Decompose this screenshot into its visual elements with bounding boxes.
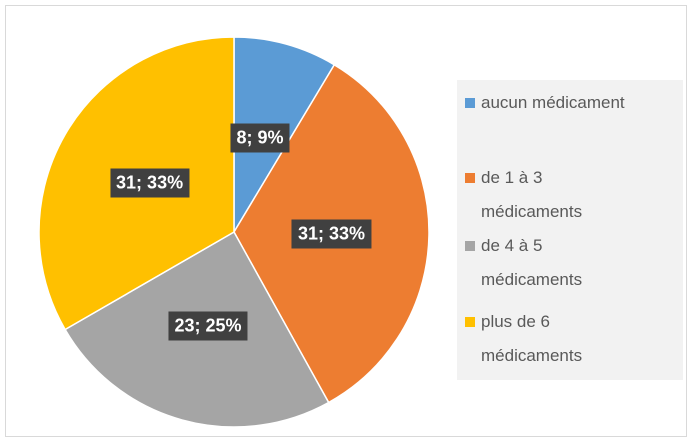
legend-swatch (465, 98, 475, 108)
legend-label: aucun médicament (481, 93, 625, 112)
data-label: 31; 33% (110, 168, 190, 198)
chart-frame (5, 5, 687, 437)
legend-swatch (465, 241, 475, 251)
legend-label: plus de 6 médicaments (481, 312, 583, 365)
legend-swatch (465, 173, 475, 183)
legend: aucun médicament de 1 à 3 médicaments de 4… (457, 80, 683, 380)
legend-label: de 4 à 5 médicaments (481, 236, 583, 289)
legend-swatch (465, 317, 475, 327)
data-label: 31; 33% (291, 219, 372, 249)
data-label: 23; 25% (168, 311, 248, 341)
legend-label: de 1 à 3 médicaments (481, 168, 583, 221)
data-label: 8; 9% (230, 123, 290, 153)
